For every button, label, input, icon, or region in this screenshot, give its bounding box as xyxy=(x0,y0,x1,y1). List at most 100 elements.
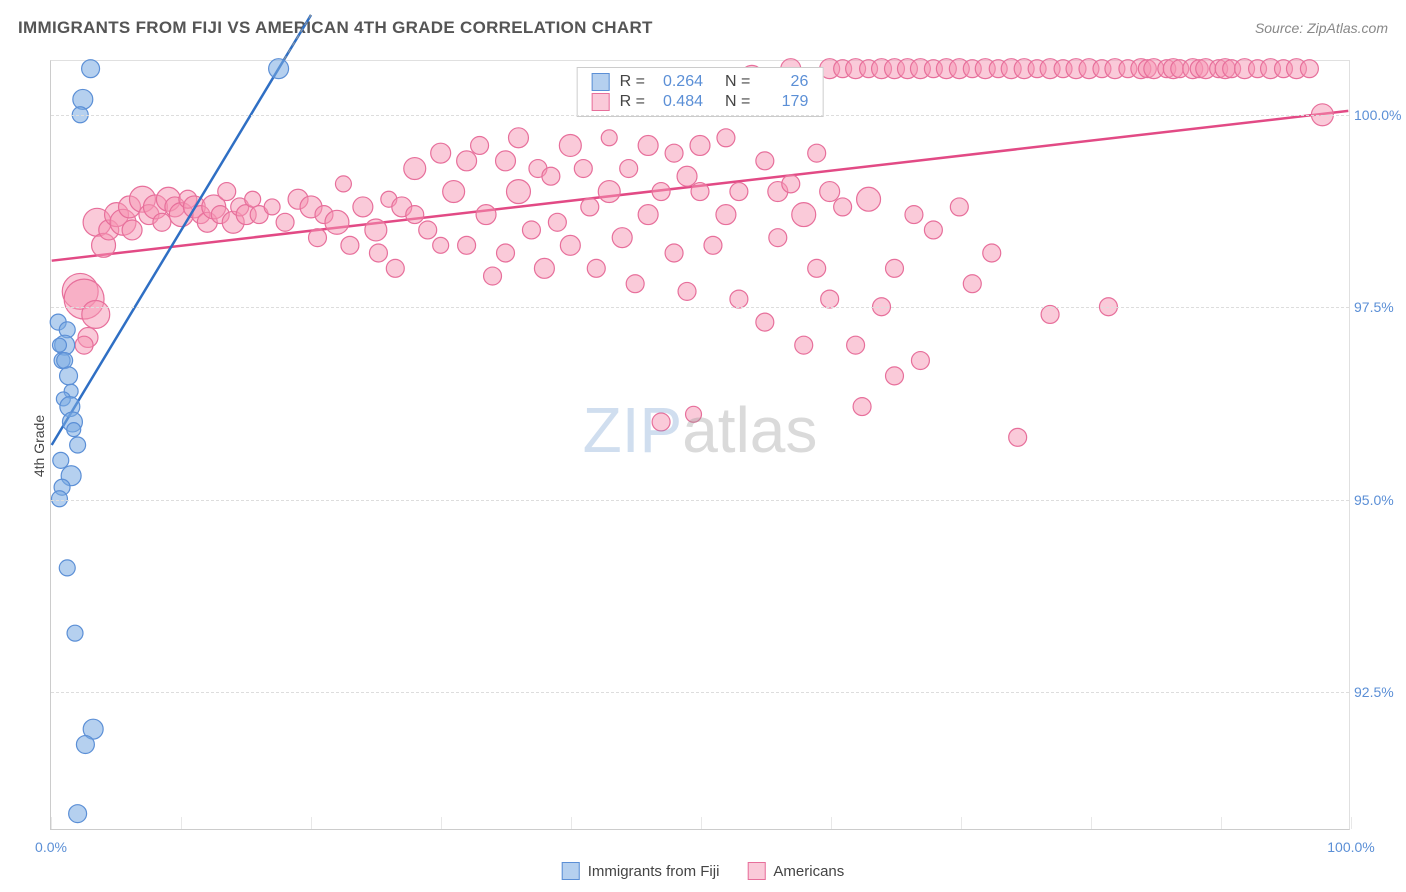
americans-point xyxy=(522,221,540,239)
x-tick-label: 100.0% xyxy=(1327,839,1374,855)
americans-point xyxy=(665,144,683,162)
x-tick xyxy=(571,817,572,829)
legend-row: R =0.264N =26 xyxy=(592,72,809,92)
chart-canvas xyxy=(51,61,1349,829)
americans-point xyxy=(886,259,904,277)
legend-swatch xyxy=(562,862,580,880)
fiji-point xyxy=(59,560,75,576)
americans-point xyxy=(587,259,605,277)
americans-point xyxy=(704,236,722,254)
americans-point xyxy=(756,313,774,331)
americans-point xyxy=(153,213,171,231)
americans-point xyxy=(484,267,502,285)
x-tick xyxy=(961,817,962,829)
americans-point xyxy=(122,220,142,240)
legend-swatch xyxy=(592,73,610,91)
chart-title: IMMIGRANTS FROM FIJI VS AMERICAN 4TH GRA… xyxy=(18,18,653,38)
americans-point xyxy=(276,213,294,231)
fiji-point xyxy=(73,89,93,109)
americans-point xyxy=(365,219,387,241)
americans-point xyxy=(325,210,349,234)
header: IMMIGRANTS FROM FIJI VS AMERICAN 4TH GRA… xyxy=(18,18,1388,38)
fiji-point xyxy=(51,491,67,507)
americans-point xyxy=(853,398,871,416)
fiji-point xyxy=(53,452,69,468)
fiji-point xyxy=(52,338,66,352)
americans-point xyxy=(950,198,968,216)
americans-point xyxy=(820,182,840,202)
fiji-point xyxy=(67,423,81,437)
americans-point xyxy=(507,180,531,204)
gridline-h xyxy=(51,307,1349,308)
series-legend-item: Immigrants from Fiji xyxy=(562,862,720,880)
americans-point xyxy=(808,144,826,162)
americans-point xyxy=(821,290,839,308)
x-tick xyxy=(831,817,832,829)
americans-point xyxy=(612,228,632,248)
x-tick xyxy=(701,817,702,829)
americans-point xyxy=(620,160,638,178)
legend-n-value: 179 xyxy=(760,93,808,111)
americans-point xyxy=(1009,428,1027,446)
series-legend-label: Immigrants from Fiji xyxy=(588,863,720,880)
fiji-point xyxy=(60,367,78,385)
legend-r-value: 0.264 xyxy=(655,73,703,91)
americans-point xyxy=(677,166,697,186)
americans-point xyxy=(665,244,683,262)
americans-point xyxy=(471,137,489,155)
americans-point xyxy=(924,221,942,239)
fiji-point xyxy=(269,59,289,79)
americans-point xyxy=(335,176,351,192)
americans-point xyxy=(678,282,696,300)
legend-r-label: R = xyxy=(620,73,645,91)
series-legend-item: Americans xyxy=(747,862,844,880)
americans-point xyxy=(369,244,387,262)
americans-point xyxy=(963,275,981,293)
y-tick-label: 95.0% xyxy=(1354,492,1406,508)
americans-point xyxy=(309,229,327,247)
americans-point xyxy=(386,259,404,277)
americans-point xyxy=(911,352,929,370)
americans-point xyxy=(581,198,599,216)
americans-point xyxy=(476,205,496,225)
americans-point xyxy=(652,413,670,431)
correlation-legend: R =0.264N =26R =0.484N =179 xyxy=(577,67,824,117)
legend-row: R =0.484N =179 xyxy=(592,92,809,112)
americans-point xyxy=(406,206,424,224)
americans-point xyxy=(1300,60,1318,78)
americans-point xyxy=(769,229,787,247)
gridline-h xyxy=(51,692,1349,693)
americans-point xyxy=(82,300,110,328)
source-attribution: Source: ZipAtlas.com xyxy=(1255,20,1388,36)
americans-point xyxy=(601,130,617,146)
americans-point xyxy=(534,258,554,278)
americans-point xyxy=(457,151,477,171)
americans-point xyxy=(638,136,658,156)
fiji-point xyxy=(82,60,100,78)
americans-point xyxy=(598,181,620,203)
plot-area: ZIPatlas R =0.264N =26R =0.484N =179 92.… xyxy=(50,60,1350,830)
americans-point xyxy=(782,175,800,193)
legend-r-label: R = xyxy=(620,93,645,111)
x-tick xyxy=(1091,817,1092,829)
americans-point xyxy=(264,199,280,215)
americans-point xyxy=(497,244,515,262)
y-tick-label: 92.5% xyxy=(1354,684,1406,700)
fiji-point xyxy=(69,805,87,823)
americans-point xyxy=(886,367,904,385)
x-tick-label: 0.0% xyxy=(35,839,67,855)
x-tick xyxy=(51,817,52,829)
fiji-point xyxy=(70,437,86,453)
x-tick xyxy=(311,817,312,829)
americans-point xyxy=(730,183,748,201)
legend-n-label: N = xyxy=(725,93,750,111)
americans-point xyxy=(75,336,93,354)
fiji-point xyxy=(57,353,73,369)
americans-point xyxy=(341,236,359,254)
americans-point xyxy=(404,158,426,180)
americans-point xyxy=(792,203,816,227)
americans-point xyxy=(690,136,710,156)
legend-swatch xyxy=(592,93,610,111)
americans-point xyxy=(717,129,735,147)
legend-n-label: N = xyxy=(725,73,750,91)
